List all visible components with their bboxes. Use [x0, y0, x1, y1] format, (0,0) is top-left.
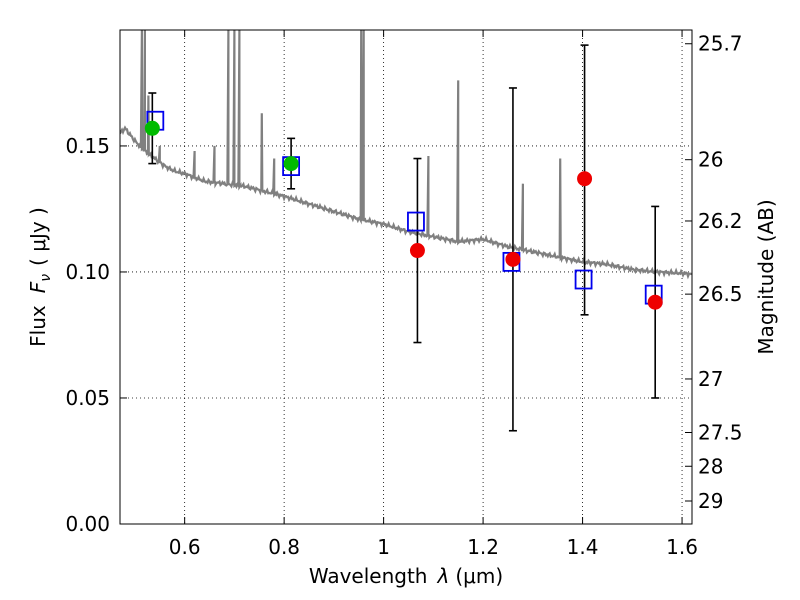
y-axis-label: Flux Fν ( μJy ): [26, 207, 54, 347]
nir-data-point: [647, 294, 663, 310]
x-axis-label: Wavelength λ (μm): [309, 564, 503, 588]
nir-data-point: [577, 171, 593, 187]
y2-tick-label: 29: [698, 489, 723, 513]
optical-data-point: [144, 120, 160, 136]
y-tick-label: 0.05: [65, 386, 110, 410]
nir-data-point: [409, 243, 425, 259]
x-tick-label: 1.6: [666, 535, 698, 559]
y-axis-label-text: Flux: [26, 305, 50, 347]
model-square-marker: [574, 269, 593, 290]
y-tick-label: 0.15: [65, 134, 110, 158]
y2-tick-label: 28: [698, 454, 723, 478]
model-square-marker: [407, 211, 425, 232]
y2-tick-label: 26: [698, 148, 723, 172]
y2-tick-label: 26.2: [698, 209, 743, 233]
y2-tick-label: 27: [698, 367, 723, 391]
y2-tick-label: 25.7: [698, 32, 743, 56]
plot-frame: [119, 29, 693, 525]
marker-layer: [144, 110, 663, 310]
y-axis-label-symbol: F: [26, 281, 50, 293]
y-tick-label: 0.00: [65, 512, 110, 536]
y-axis-label-unit: ( μJy ): [26, 207, 50, 266]
y-tick-label: 0.10: [65, 260, 110, 284]
x-axis-label-symbol: λ: [437, 564, 450, 588]
x-tick-label: 1: [377, 535, 390, 559]
x-tick-label: 0.8: [268, 535, 300, 559]
spectrum-line: [120, 30, 692, 280]
x-tick-label: 1.4: [567, 535, 599, 559]
y2-axis-label: Magnitude (AB): [754, 199, 778, 354]
y2-tick-label: 27.5: [698, 420, 743, 444]
grid: [120, 30, 692, 524]
y-axis-label-subscript: ν: [38, 274, 54, 282]
x-axis-label-text: Wavelength: [309, 564, 428, 588]
optical-data-point: [283, 156, 299, 172]
x-tick-label: 1.2: [467, 535, 499, 559]
y2-tick-label: 26.5: [698, 282, 743, 306]
spectrum-layer: [120, 30, 692, 280]
x-axis-label-unit: (μm): [455, 564, 503, 588]
x-tick-label: 0.6: [169, 535, 201, 559]
tick-layer: 0.6 0.8 1 1.2 1.4 1.6 0.00 0.05 0.10 0.15 25.7 26 26…: [65, 30, 743, 559]
nir-data-point: [505, 251, 521, 267]
